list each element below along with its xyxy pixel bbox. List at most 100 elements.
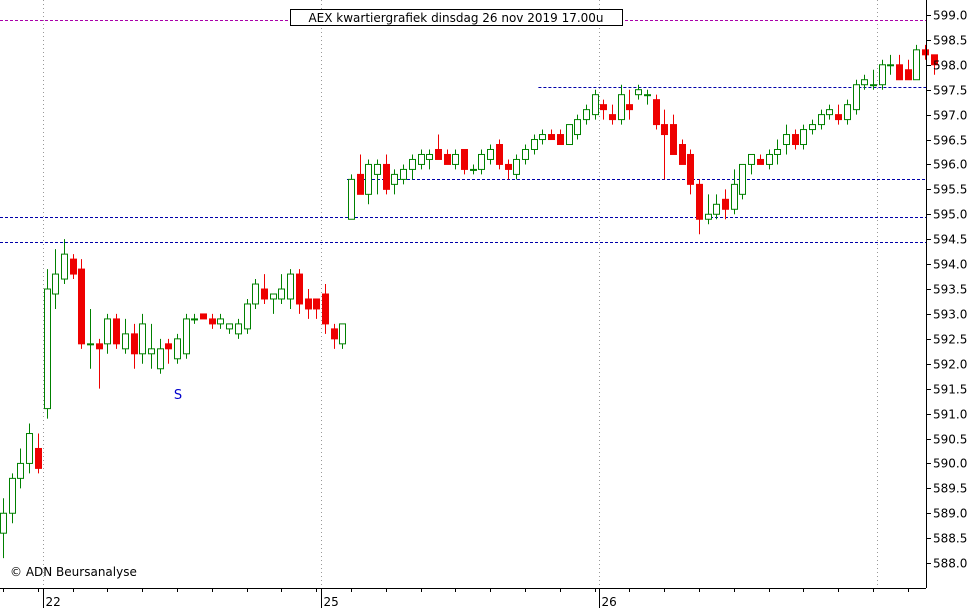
candle (452, 149, 459, 170)
candle (444, 149, 451, 165)
y-tick-label: 599.0 (933, 9, 967, 23)
candle-body-up (470, 168, 477, 171)
candle-body-up (487, 148, 494, 160)
candle-body-up (287, 273, 294, 300)
candle-body-up (618, 94, 625, 121)
candles (0, 44, 938, 559)
x-tick-labels: 22 25 26 (3, 588, 909, 609)
candle-body-down (131, 333, 138, 355)
candle (26, 423, 33, 474)
candle (896, 54, 903, 81)
candle-body-up (278, 288, 285, 300)
candle-body-up (426, 153, 433, 160)
candle-body-down (922, 49, 929, 56)
y-tick-label: 596.5 (933, 134, 967, 148)
candle (174, 333, 181, 364)
candle (305, 289, 312, 319)
candle (783, 124, 790, 155)
candle (722, 189, 729, 220)
candle-body-up (252, 283, 259, 305)
candle-body-up (104, 318, 111, 345)
candle-body-up (157, 348, 164, 370)
y-tick-label: 595.5 (933, 183, 967, 197)
candle (209, 313, 216, 329)
candle-body-up (774, 148, 781, 155)
candle (931, 54, 938, 75)
candle-body-up (26, 433, 33, 464)
candle (696, 179, 703, 235)
candle (435, 134, 442, 160)
candle (400, 164, 407, 185)
candle (557, 129, 564, 146)
candle (548, 129, 555, 141)
candle-body-up (913, 49, 920, 81)
candle-body-up (861, 79, 868, 86)
candle-body-down (792, 134, 799, 146)
y-tick-label: 597.0 (933, 109, 967, 123)
candle (800, 124, 807, 150)
candle-body-up (844, 104, 851, 121)
candle (357, 154, 364, 195)
y-tick-label: 593.5 (933, 283, 967, 297)
candle-body-down (609, 114, 616, 121)
candle (505, 159, 512, 180)
candle-body-down (331, 328, 338, 340)
y-tick-label: 590.5 (933, 433, 967, 447)
candle-body-down (496, 144, 503, 165)
signal-annotation: S (174, 388, 182, 403)
candle (531, 134, 538, 155)
candle (252, 279, 259, 309)
candle (78, 259, 85, 349)
candle-body-up (217, 318, 224, 325)
candle-body-up (52, 273, 59, 295)
candle-body-up (522, 148, 529, 160)
candle (131, 323, 138, 369)
candle (52, 249, 59, 309)
candle-body-down (835, 114, 842, 121)
candle (618, 84, 625, 125)
candle-body-down (696, 183, 703, 220)
candle (887, 54, 894, 75)
candle-body-up (818, 114, 825, 126)
candle-body-up (191, 318, 198, 321)
candle-body-down (200, 313, 207, 320)
candle-body-up (9, 477, 16, 514)
y-tick-label: 598.5 (933, 34, 967, 48)
candle (644, 89, 651, 105)
candle (148, 323, 155, 369)
y-tick-label: 591.0 (933, 408, 967, 422)
candle-body-up (122, 333, 129, 350)
candle (365, 159, 372, 205)
candle (922, 44, 929, 60)
candle-body-up (739, 163, 746, 195)
candle-body-up (174, 338, 181, 360)
copyright-credit: © ADN Beursanalyse (10, 565, 137, 579)
candle (748, 153, 755, 175)
candle-body-down (357, 173, 364, 195)
candle-body-down (461, 148, 468, 170)
candle-body-down (557, 134, 564, 146)
candle-body-down (78, 268, 85, 345)
candle (374, 159, 381, 195)
candle-body-down (261, 288, 268, 300)
candle-body-up (705, 213, 712, 220)
candle-body-up (270, 293, 277, 300)
candle (731, 169, 738, 215)
candle (809, 119, 816, 135)
candle-body-down (600, 104, 607, 111)
candle (270, 293, 277, 314)
candle-body-down (305, 298, 312, 310)
candle (661, 109, 668, 180)
candle-body-up (513, 158, 520, 175)
candle (766, 149, 773, 170)
candle (61, 239, 68, 285)
candle (670, 114, 677, 155)
candle (913, 44, 920, 81)
candle (566, 124, 573, 146)
candle (139, 313, 146, 364)
y-tick-label: 593.0 (933, 308, 967, 322)
candle-body-up (139, 323, 146, 355)
candle-body-up (748, 153, 755, 165)
candle (235, 318, 242, 339)
